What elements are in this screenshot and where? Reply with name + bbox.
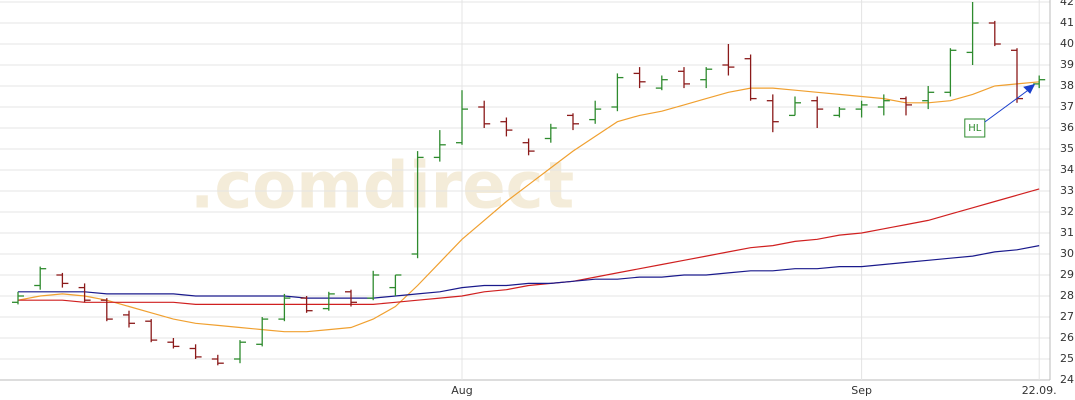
y-tick-label: 35 — [1060, 142, 1074, 155]
moving-average — [18, 245, 1040, 299]
annotation-arrowhead — [1023, 83, 1036, 94]
y-tick-label: 40 — [1060, 37, 1074, 50]
x-tick-label: Aug — [451, 384, 472, 397]
y-tick-label: 29 — [1060, 268, 1074, 281]
y-tick-label: 27 — [1060, 310, 1074, 323]
y-tick-label: 41 — [1060, 16, 1074, 29]
y-tick-label: 25 — [1060, 352, 1074, 365]
y-tick-label: 31 — [1060, 226, 1074, 239]
x-tick-label: Sep — [851, 384, 872, 397]
y-tick-label: 37 — [1060, 100, 1074, 113]
moving-average — [18, 188, 1040, 305]
annotation-box — [964, 118, 986, 138]
y-tick-label: 26 — [1060, 331, 1074, 344]
y-tick-label: 39 — [1060, 58, 1074, 71]
annotation-label: HL — [968, 123, 982, 134]
x-tick-label: 22.09. — [1022, 384, 1057, 397]
watermark: .comdirect — [190, 150, 574, 224]
y-tick-label: 34 — [1060, 163, 1074, 176]
y-tick-label: 42 — [1060, 0, 1074, 8]
annotation-arrow — [984, 87, 1032, 123]
y-tick-label: 32 — [1060, 205, 1074, 218]
y-tick-label: 38 — [1060, 79, 1074, 92]
y-tick-label: 28 — [1060, 289, 1074, 302]
y-tick-label: 30 — [1060, 247, 1074, 260]
y-tick-label: 36 — [1060, 121, 1074, 134]
y-tick-label: 24 — [1060, 373, 1074, 386]
y-tick-label: 33 — [1060, 184, 1074, 197]
moving-average — [17, 81, 1040, 333]
